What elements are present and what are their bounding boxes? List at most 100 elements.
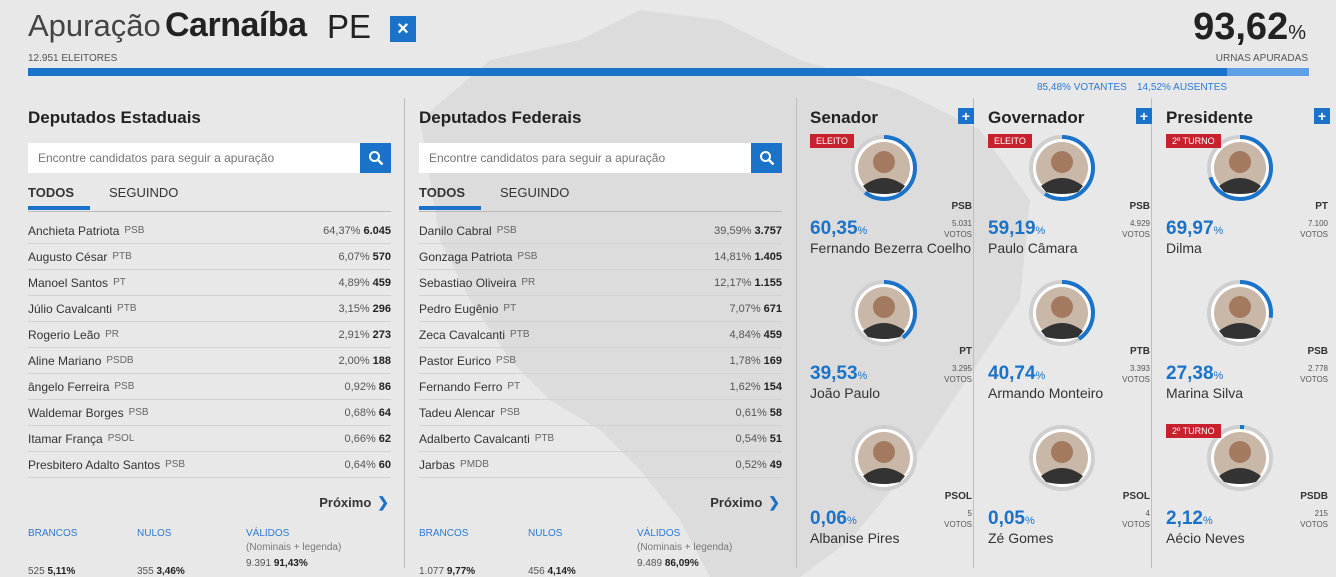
table-row[interactable]: Jarbas PMDB 0,52% 49	[419, 452, 782, 478]
expand-plus-icon[interactable]: +	[1314, 108, 1330, 124]
expand-plus-icon[interactable]: +	[958, 108, 974, 124]
candidate-party: PT	[503, 303, 517, 314]
federais-tabs: TODOS SEGUINDO	[419, 185, 782, 212]
candidate-votes: 3.393 VOTOS	[1122, 363, 1150, 385]
active-tab-indicator	[419, 206, 481, 210]
candidate-pct: 2,00%	[338, 354, 370, 367]
votes-count: 4	[1145, 509, 1150, 518]
table-row[interactable]: Itamar França PSOL 0,66% 62	[28, 426, 391, 452]
candidate-name: Dilma	[1166, 240, 1202, 256]
header-prefix: Apuração	[28, 8, 161, 43]
vote-share-ring	[1207, 280, 1273, 346]
elected-badge: 2º TURNO	[1166, 134, 1221, 148]
candidate-party: PSB	[500, 407, 521, 418]
federais-search	[419, 143, 782, 173]
candidate-votes: 60	[378, 458, 391, 471]
votes-label: VOTOS	[1300, 375, 1328, 384]
table-row[interactable]: Zeca Cavalcanti PTB 4,84% 459	[419, 322, 782, 348]
federais-panel: Deputados Federais TODOS SEGUINDO Danilo…	[419, 104, 782, 511]
federais-nulos: NULOS 456 4,14%	[528, 528, 576, 577]
electors-count: 12.951 ELEITORES	[28, 53, 118, 64]
federais-search-input[interactable]	[419, 143, 751, 173]
vote-share-ring	[1029, 135, 1095, 201]
search-icon[interactable]	[751, 143, 782, 173]
tab-seguindo[interactable]: SEGUINDO	[109, 185, 179, 200]
candidate-card[interactable]: 40,74% PTB 3.393 VOTOS Armando Monteiro	[988, 279, 1150, 419]
candidate-card[interactable]: 27,38% PSB 2.778 VOTOS Marina Silva	[1166, 279, 1328, 419]
table-row[interactable]: Fernando Ferro PT 1,62% 154	[419, 374, 782, 400]
next-button[interactable]: Próximo ❯	[419, 494, 782, 511]
candidate-pct: 0,64%	[344, 458, 376, 471]
table-row[interactable]: ângelo Ferreira PSB 0,92% 86	[28, 374, 391, 400]
table-row[interactable]: Adalberto Cavalcanti PTB 0,54% 51	[419, 426, 782, 452]
close-icon[interactable]: ×	[390, 16, 416, 42]
candidate-card[interactable]: ELEITO 60,35% PSB 5.031 VOTOS Fernando Bezerr…	[810, 134, 972, 274]
candidate-pct-symbol: %	[857, 225, 868, 237]
votes-label: VOTOS	[1300, 520, 1328, 529]
candidate-card[interactable]: 2º TURNO 69,97% PT 7.100 VOTOS Dilma	[1166, 134, 1328, 274]
table-row[interactable]: Tadeu Alencar PSB 0,61% 58	[419, 400, 782, 426]
brancos-label: BRANCOS	[419, 528, 469, 539]
tab-todos[interactable]: TODOS	[28, 185, 74, 200]
candidate-card[interactable]: 39,53% PT 3.295 VOTOS João Paulo	[810, 279, 972, 419]
table-row[interactable]: Pedro Eugênio PT 7,07% 671	[419, 296, 782, 322]
table-row[interactable]: Waldemar Borges PSB 0,68% 64	[28, 400, 391, 426]
table-row[interactable]: Anchieta Patriota PSB 64,37% 6.045	[28, 218, 391, 244]
table-row[interactable]: Aline Mariano PSDB 2,00% 188	[28, 348, 391, 374]
candidate-card[interactable]: 0,05% PSOL 4 VOTOS Zé Gomes	[988, 424, 1150, 564]
candidate-votes: 671	[763, 302, 782, 315]
federais-list: Danilo Cabral PSB 39,59% 3.757 Gonzaga Patri…	[419, 218, 782, 478]
candidate-name: Tadeu Alencar	[419, 405, 496, 420]
candidate-card[interactable]: ELEITO 59,19% PSB 4.929 VOTOS Paulo Câmara	[988, 134, 1150, 274]
senador-panel: Senador + ELEITO 60,35% PSB 5.031 VOTOS Ferna…	[810, 104, 974, 546]
candidate-name: Augusto César	[28, 249, 108, 264]
candidate-votes: 570	[372, 250, 391, 263]
search-icon[interactable]	[360, 143, 391, 173]
candidate-votes: 7.100 VOTOS	[1300, 218, 1328, 240]
column-divider	[1151, 98, 1152, 568]
table-row[interactable]: Júlio Cavalcanti PTB 3,15% 296	[28, 296, 391, 322]
candidate-name: Albanise Pires	[810, 530, 900, 546]
estaduais-search-input[interactable]	[28, 143, 360, 173]
candidate-party: PSOL	[944, 491, 972, 502]
candidate-pct: 0,52%	[735, 458, 767, 471]
tab-todos[interactable]: TODOS	[419, 185, 465, 200]
table-row[interactable]: Gonzaga Patriota PSB 14,81% 1.405	[419, 244, 782, 270]
table-row[interactable]: Sebastiao Oliveira PR 12,17% 1.155	[419, 270, 782, 296]
nulos-count: 355	[137, 566, 154, 577]
table-row[interactable]: Manoel Santos PT 4,89% 459	[28, 270, 391, 296]
candidate-party: PSB	[165, 459, 186, 470]
candidate-name: Rogerio Leão	[28, 327, 101, 342]
candidate-pct: 3,15%	[338, 302, 370, 315]
candidate-party: PSB	[951, 201, 972, 212]
votes-label: VOTOS	[944, 375, 972, 384]
candidate-name: Sebastiao Oliveira	[419, 275, 517, 290]
candidate-party: PR	[105, 329, 119, 340]
next-button[interactable]: Próximo ❯	[28, 494, 391, 511]
nulos-pct: 4,14%	[547, 566, 576, 577]
candidate-pct: 7,07%	[729, 302, 761, 315]
candidate-pct-value: 27,38	[1166, 363, 1214, 384]
candidate-party: PSDB	[1300, 491, 1328, 502]
next-label: Próximo	[710, 495, 763, 510]
candidate-votes: 273	[372, 328, 391, 341]
candidate-votes: 459	[372, 276, 391, 289]
candidate-pct: 0,54%	[735, 432, 767, 445]
table-row[interactable]: Augusto César PTB 6,07% 570	[28, 244, 391, 270]
candidate-party: PSB	[128, 407, 149, 418]
candidate-name: Aécio Neves	[1166, 530, 1245, 546]
tab-seguindo[interactable]: SEGUINDO	[500, 185, 570, 200]
table-row[interactable]: Danilo Cabral PSB 39,59% 3.757	[419, 218, 782, 244]
candidate-pct: 1,62%	[729, 380, 761, 393]
table-row[interactable]: Pastor Eurico PSB 1,78% 169	[419, 348, 782, 374]
candidate-votes: 188	[372, 354, 391, 367]
estaduais-nulos: NULOS 355 3,46%	[137, 528, 185, 577]
table-row[interactable]: Presbitero Adalto Santos PSB 0,64% 60	[28, 452, 391, 478]
validos-pct: 86,09%	[664, 558, 699, 569]
candidate-card[interactable]: 0,06% PSOL 5 VOTOS Albanise Pires	[810, 424, 972, 564]
candidate-party: PMDB	[460, 459, 489, 470]
table-row[interactable]: Rogerio Leão PR 2,91% 273	[28, 322, 391, 348]
expand-plus-icon[interactable]: +	[1136, 108, 1152, 124]
candidate-avatar	[1029, 280, 1095, 346]
candidate-card[interactable]: 2º TURNO 2,12% PSDB 215 VOTOS Aécio Neves	[1166, 424, 1328, 564]
